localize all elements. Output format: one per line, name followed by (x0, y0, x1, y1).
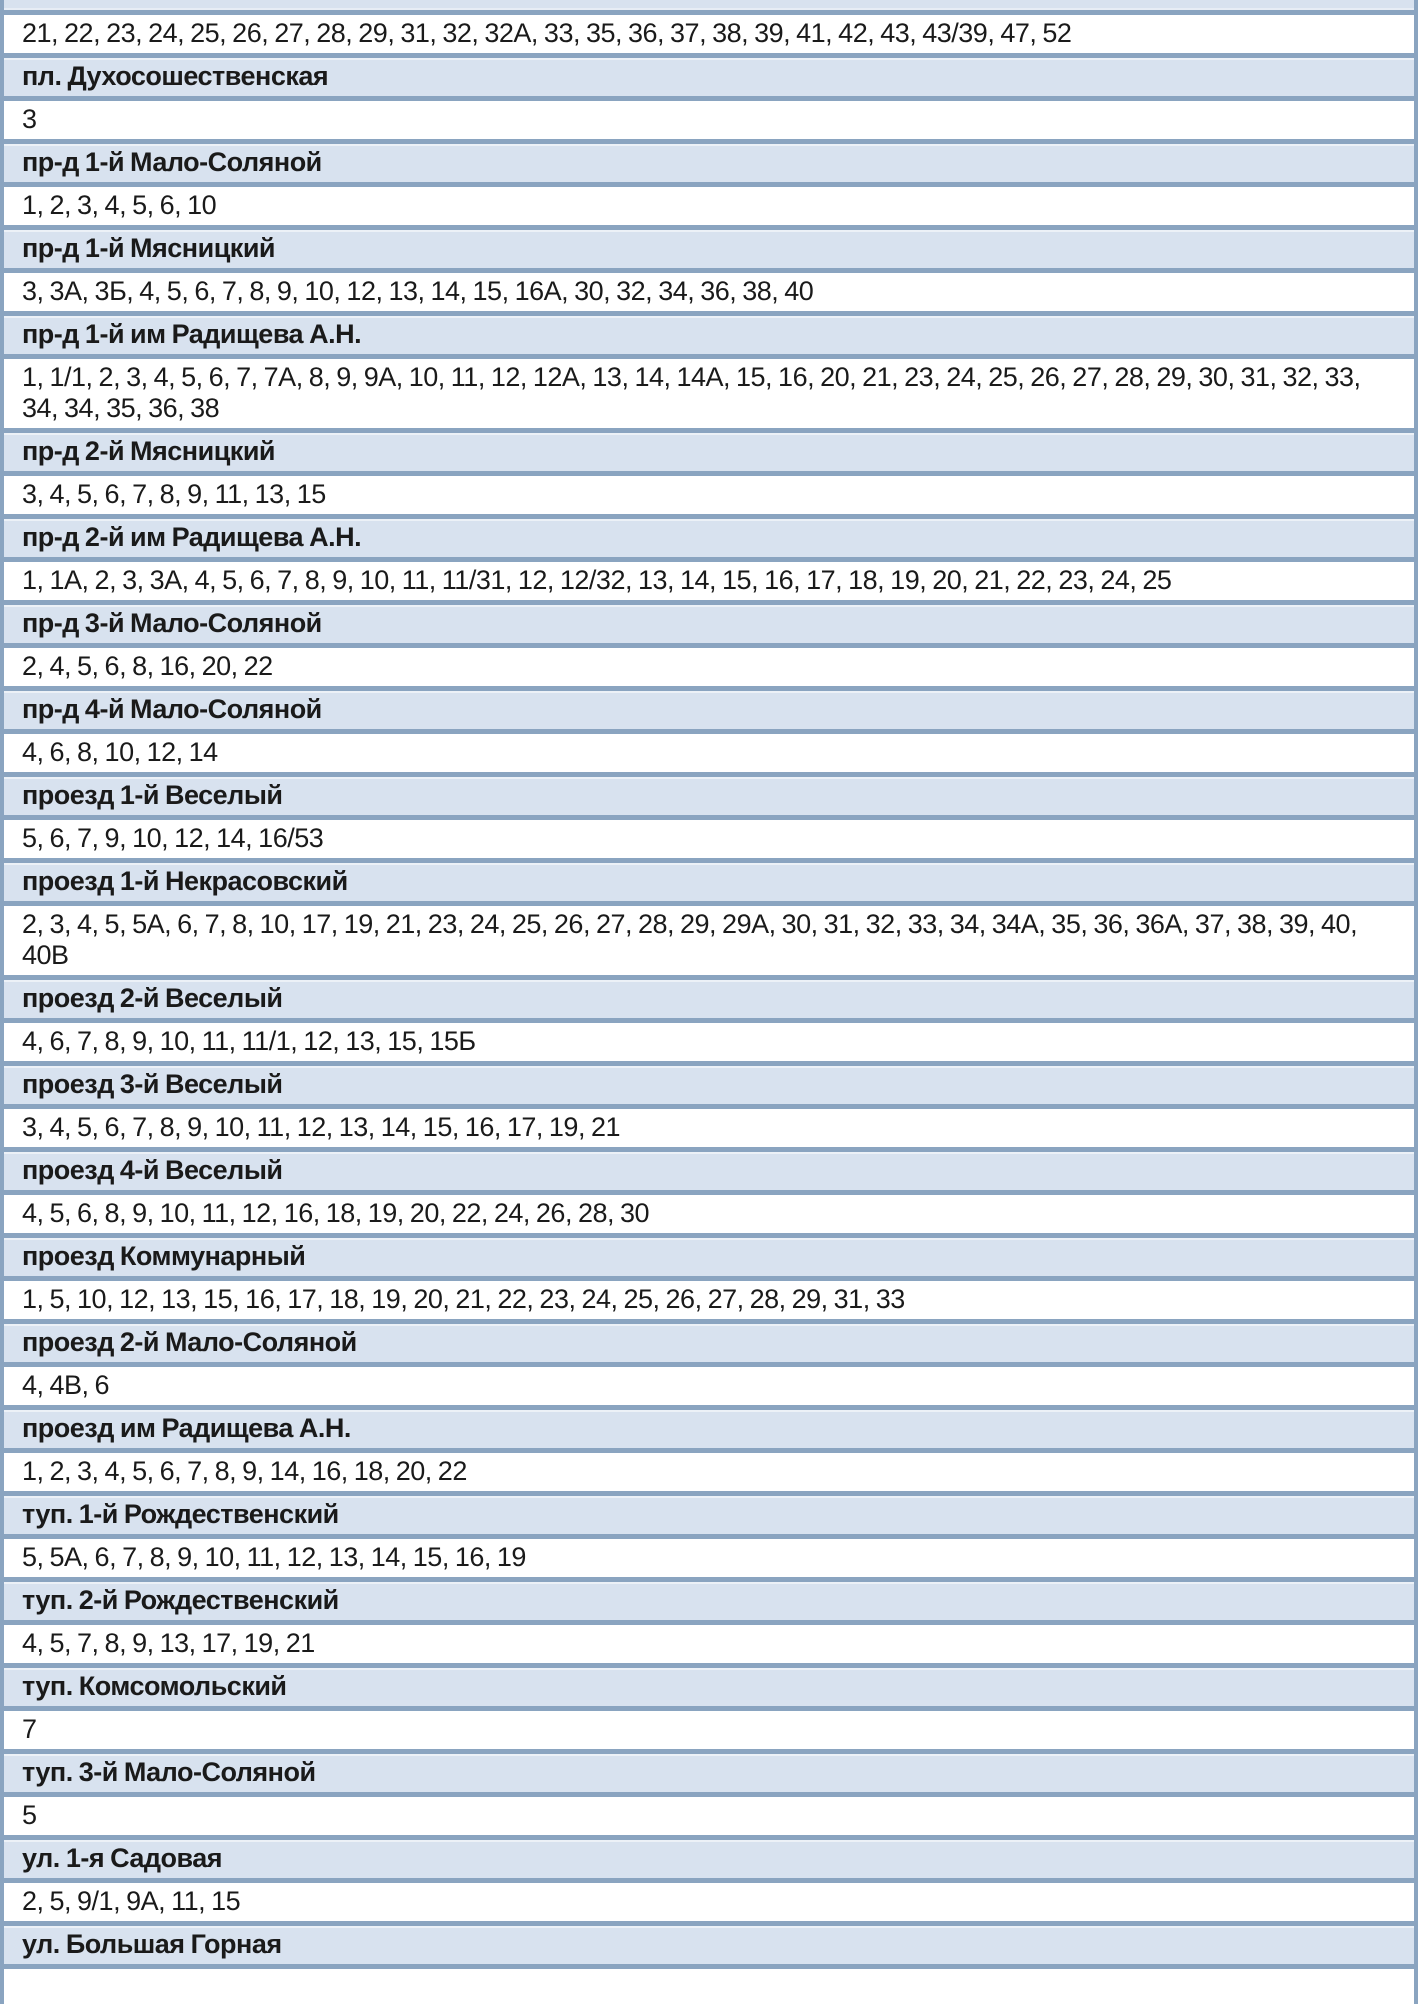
house-numbers-text: 3, 3А, 3Б, 4, 5, 6, 7, 8, 9, 10, 12, 13,… (22, 276, 814, 306)
house-numbers-text: 21, 22, 23, 24, 25, 26, 27, 28, 29, 31, … (22, 18, 1072, 48)
house-numbers-row: 21, 22, 23, 24, 25, 26, 27, 28, 29, 31, … (4, 10, 1414, 53)
street-name-label: пр-д 3-й Мало-Соляной (22, 608, 322, 638)
address-table-rows: 21, 22, 23, 24, 25, 26, 27, 28, 29, 31, … (4, 10, 1414, 1964)
house-numbers-row: 5, 6, 7, 9, 10, 12, 14, 16/53 (4, 815, 1414, 858)
street-name-label: проезд 4-й Веселый (22, 1155, 283, 1185)
street-name-label: туп. 3-й Мало-Соляной (22, 1757, 316, 1787)
street-name-label: туп. 2-й Рождественский (22, 1585, 339, 1615)
cut-off-numbers-row-bottom (4, 1964, 1414, 2004)
street-name-label: проезд 1-й Веселый (22, 780, 283, 810)
street-name-label: пр-д 1-й им Радищева А.Н. (22, 319, 362, 349)
street-name-row: туп. 1-й Рождественский (4, 1491, 1414, 1534)
street-name-label: проезд 2-й Мало-Соляной (22, 1327, 357, 1357)
street-name-row: туп. Комсомольский (4, 1663, 1414, 1706)
cut-off-street-row-top (4, 0, 1414, 10)
house-numbers-text: 4, 5, 6, 8, 9, 10, 11, 12, 16, 18, 19, 2… (22, 1198, 650, 1228)
house-numbers-text: 1, 1А, 2, 3, 3А, 4, 5, 6, 7, 8, 9, 10, 1… (22, 565, 1172, 595)
street-name-row: проезд Коммунарный (4, 1233, 1414, 1276)
house-numbers-row: 1, 1/1, 2, 3, 4, 5, 6, 7, 7А, 8, 9, 9А, … (4, 354, 1414, 428)
house-numbers-text: 1, 2, 3, 4, 5, 6, 10 (22, 190, 217, 220)
street-name-label: пр-д 4-й Мало-Соляной (22, 694, 322, 724)
house-numbers-row: 4, 5, 7, 8, 9, 13, 17, 19, 21 (4, 1620, 1414, 1663)
house-numbers-text: 1, 5, 10, 12, 13, 15, 16, 17, 18, 19, 20… (22, 1284, 905, 1314)
house-numbers-text: 3, 4, 5, 6, 7, 8, 9, 10, 11, 12, 13, 14,… (22, 1112, 620, 1142)
house-numbers-text: 5, 5А, 6, 7, 8, 9, 10, 11, 12, 13, 14, 1… (22, 1542, 526, 1572)
street-name-row: пр-д 2-й Мясницкий (4, 428, 1414, 471)
house-numbers-row: 2, 4, 5, 6, 8, 16, 20, 22 (4, 643, 1414, 686)
house-numbers-row: 4, 6, 7, 8, 9, 10, 11, 11/1, 12, 13, 15,… (4, 1018, 1414, 1061)
street-name-label: проезд 3-й Веселый (22, 1069, 283, 1099)
street-name-row: пр-д 1-й Мало-Соляной (4, 139, 1414, 182)
house-numbers-row: 5 (4, 1792, 1414, 1835)
house-numbers-text: 5, 6, 7, 9, 10, 12, 14, 16/53 (22, 823, 324, 853)
house-numbers-text: 4, 6, 8, 10, 12, 14 (22, 737, 218, 767)
house-numbers-row: 1, 1А, 2, 3, 3А, 4, 5, 6, 7, 8, 9, 10, 1… (4, 557, 1414, 600)
house-numbers-row: 3, 4, 5, 6, 7, 8, 9, 11, 13, 15 (4, 471, 1414, 514)
street-name-row: пр-д 2-й им Радищева А.Н. (4, 514, 1414, 557)
house-numbers-row: 3, 4, 5, 6, 7, 8, 9, 10, 11, 12, 13, 14,… (4, 1104, 1414, 1147)
street-name-label: проезд 2-й Веселый (22, 983, 283, 1013)
street-name-row: пр-д 1-й Мясницкий (4, 225, 1414, 268)
house-numbers-row: 1, 5, 10, 12, 13, 15, 16, 17, 18, 19, 20… (4, 1276, 1414, 1319)
street-name-row: ул. Большая Горная (4, 1921, 1414, 1964)
house-numbers-row: 7 (4, 1706, 1414, 1749)
street-name-label: пр-д 2-й им Радищева А.Н. (22, 522, 362, 552)
house-numbers-text: 3 (22, 104, 37, 134)
house-numbers-row: 1, 2, 3, 4, 5, 6, 10 (4, 182, 1414, 225)
house-numbers-row: 4, 5, 6, 8, 9, 10, 11, 12, 16, 18, 19, 2… (4, 1190, 1414, 1233)
house-numbers-row: 2, 5, 9/1, 9А, 11, 15 (4, 1878, 1414, 1921)
house-numbers-row: 4, 4В, 6 (4, 1362, 1414, 1405)
house-numbers-text: 1, 1/1, 2, 3, 4, 5, 6, 7, 7А, 8, 9, 9А, … (22, 362, 1361, 423)
street-name-row: проезд 1-й Некрасовский (4, 858, 1414, 901)
street-name-row: туп. 2-й Рождественский (4, 1577, 1414, 1620)
house-numbers-text: 4, 6, 7, 8, 9, 10, 11, 11/1, 12, 13, 15,… (22, 1026, 476, 1056)
house-numbers-text: 2, 5, 9/1, 9А, 11, 15 (22, 1886, 241, 1916)
street-name-row: пл. Духосошественская (4, 53, 1414, 96)
house-numbers-text: 3, 4, 5, 6, 7, 8, 9, 11, 13, 15 (22, 479, 326, 509)
house-numbers-text: 2, 4, 5, 6, 8, 16, 20, 22 (22, 651, 273, 681)
street-name-label: туп. Комсомольский (22, 1671, 287, 1701)
street-name-label: проезд 1-й Некрасовский (22, 866, 348, 896)
street-name-label: пр-д 1-й Мало-Соляной (22, 147, 322, 177)
street-name-label: пр-д 1-й Мясницкий (22, 233, 276, 263)
street-name-row: ул. 1-я Садовая (4, 1835, 1414, 1878)
house-numbers-row: 1, 2, 3, 4, 5, 6, 7, 8, 9, 14, 16, 18, 2… (4, 1448, 1414, 1491)
house-numbers-text: 4, 5, 7, 8, 9, 13, 17, 19, 21 (22, 1628, 315, 1658)
street-name-label: проезд им Радищева А.Н. (22, 1413, 351, 1443)
street-name-label: проезд Коммунарный (22, 1241, 306, 1271)
street-name-label: ул. 1-я Садовая (22, 1843, 223, 1873)
street-name-row: проезд 2-й Веселый (4, 975, 1414, 1018)
street-name-row: пр-д 3-й Мало-Соляной (4, 600, 1414, 643)
house-numbers-row: 3, 3А, 3Б, 4, 5, 6, 7, 8, 9, 10, 12, 13,… (4, 268, 1414, 311)
house-numbers-row: 4, 6, 8, 10, 12, 14 (4, 729, 1414, 772)
street-name-row: пр-д 1-й им Радищева А.Н. (4, 311, 1414, 354)
house-numbers-row: 3 (4, 96, 1414, 139)
street-name-row: туп. 3-й Мало-Соляной (4, 1749, 1414, 1792)
street-name-row: проезд им Радищева А.Н. (4, 1405, 1414, 1448)
house-numbers-row: 5, 5А, 6, 7, 8, 9, 10, 11, 12, 13, 14, 1… (4, 1534, 1414, 1577)
street-name-row: проезд 1-й Веселый (4, 772, 1414, 815)
house-numbers-text: 2, 3, 4, 5, 5А, 6, 7, 8, 10, 17, 19, 21,… (22, 909, 1358, 970)
street-name-label: туп. 1-й Рождественский (22, 1499, 339, 1529)
street-name-label: пл. Духосошественская (22, 61, 329, 91)
house-numbers-text: 1, 2, 3, 4, 5, 6, 7, 8, 9, 14, 16, 18, 2… (22, 1456, 467, 1486)
street-name-row: проезд 2-й Мало-Соляной (4, 1319, 1414, 1362)
street-name-label: ул. Большая Горная (22, 1929, 282, 1959)
street-name-row: проезд 4-й Веселый (4, 1147, 1414, 1190)
street-name-row: проезд 3-й Веселый (4, 1061, 1414, 1104)
house-numbers-text: 5 (22, 1800, 37, 1830)
house-numbers-row: 2, 3, 4, 5, 5А, 6, 7, 8, 10, 17, 19, 21,… (4, 901, 1414, 975)
house-numbers-text: 4, 4В, 6 (22, 1370, 110, 1400)
street-name-label: пр-д 2-й Мясницкий (22, 436, 276, 466)
street-name-row: пр-д 4-й Мало-Соляной (4, 686, 1414, 729)
house-numbers-text: 7 (22, 1714, 37, 1744)
